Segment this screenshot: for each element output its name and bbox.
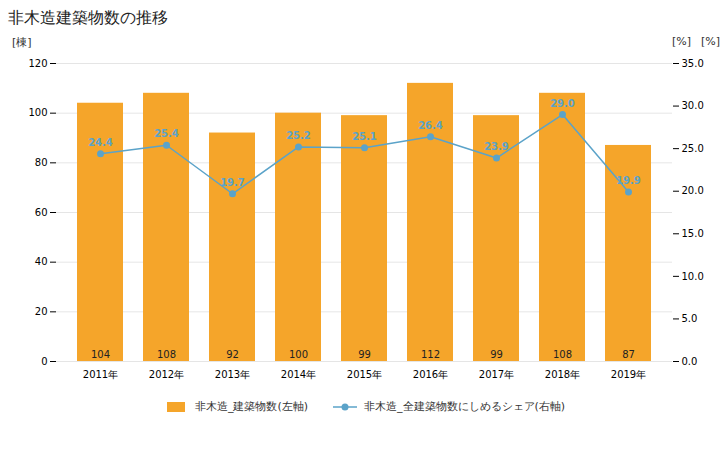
svg-text:15.0: 15.0 [682, 228, 704, 239]
svg-text:29.0: 29.0 [550, 98, 575, 109]
svg-text:23.9: 23.9 [484, 141, 509, 152]
svg-text:108: 108 [157, 349, 176, 360]
svg-text:35.0: 35.0 [682, 58, 704, 69]
svg-text:2017年: 2017年 [479, 369, 514, 380]
svg-text:120: 120 [28, 58, 47, 69]
html-text:非木造_建築物数(左軸): 非木造_建築物数(左軸) [194, 400, 308, 413]
svg-text:100: 100 [28, 107, 47, 118]
svg-text:10.0: 10.0 [682, 271, 704, 282]
svg-text:30.0: 30.0 [682, 100, 704, 111]
svg-text:2019年: 2019年 [611, 369, 646, 380]
svg-text:26.4: 26.4 [418, 120, 443, 131]
svg-text:5.0: 5.0 [682, 313, 698, 324]
svg-text:60: 60 [35, 207, 48, 218]
svg-text:2013年: 2013年 [215, 369, 250, 380]
svg-text:24.4: 24.4 [88, 137, 113, 148]
svg-text:2014年: 2014年 [281, 369, 316, 380]
svg-text:99: 99 [358, 349, 371, 360]
svg-text:108: 108 [553, 349, 572, 360]
svg-text:87: 87 [622, 349, 635, 360]
svg-text:40: 40 [35, 256, 48, 267]
svg-text:112: 112 [421, 349, 440, 360]
svg-text:99: 99 [490, 349, 503, 360]
svg-text:0: 0 [41, 356, 47, 367]
svg-text:2018年: 2018年 [545, 369, 580, 380]
svg-text:2015年: 2015年 [347, 369, 382, 380]
html-text:非木造建築物数の推移: 非木造建築物数の推移 [8, 8, 168, 27]
html-text:[棟]: [棟] [12, 36, 32, 49]
svg-text:2012年: 2012年 [149, 369, 184, 380]
svg-text:19.7: 19.7 [220, 177, 245, 188]
svg-text:20: 20 [35, 306, 48, 317]
svg-text:25.0: 25.0 [682, 143, 704, 154]
svg-text:2016年: 2016年 [413, 369, 448, 380]
svg-text:25.4: 25.4 [154, 128, 179, 139]
svg-text:25.2: 25.2 [286, 130, 311, 141]
svg-text:80: 80 [35, 157, 48, 168]
svg-text:100: 100 [289, 349, 308, 360]
svg-text:25.1: 25.1 [352, 131, 377, 142]
svg-text:0.0: 0.0 [682, 356, 698, 367]
svg-text:104: 104 [91, 349, 110, 360]
svg-text:20.0: 20.0 [682, 185, 704, 196]
svg-text:92: 92 [226, 349, 239, 360]
html-text:非木造_全建築物数にしめるシェア(右軸): 非木造_全建築物数にしめるシェア(右軸) [364, 400, 566, 413]
svg-text:2011年: 2011年 [83, 369, 118, 380]
svg-text:19.9: 19.9 [616, 175, 641, 186]
